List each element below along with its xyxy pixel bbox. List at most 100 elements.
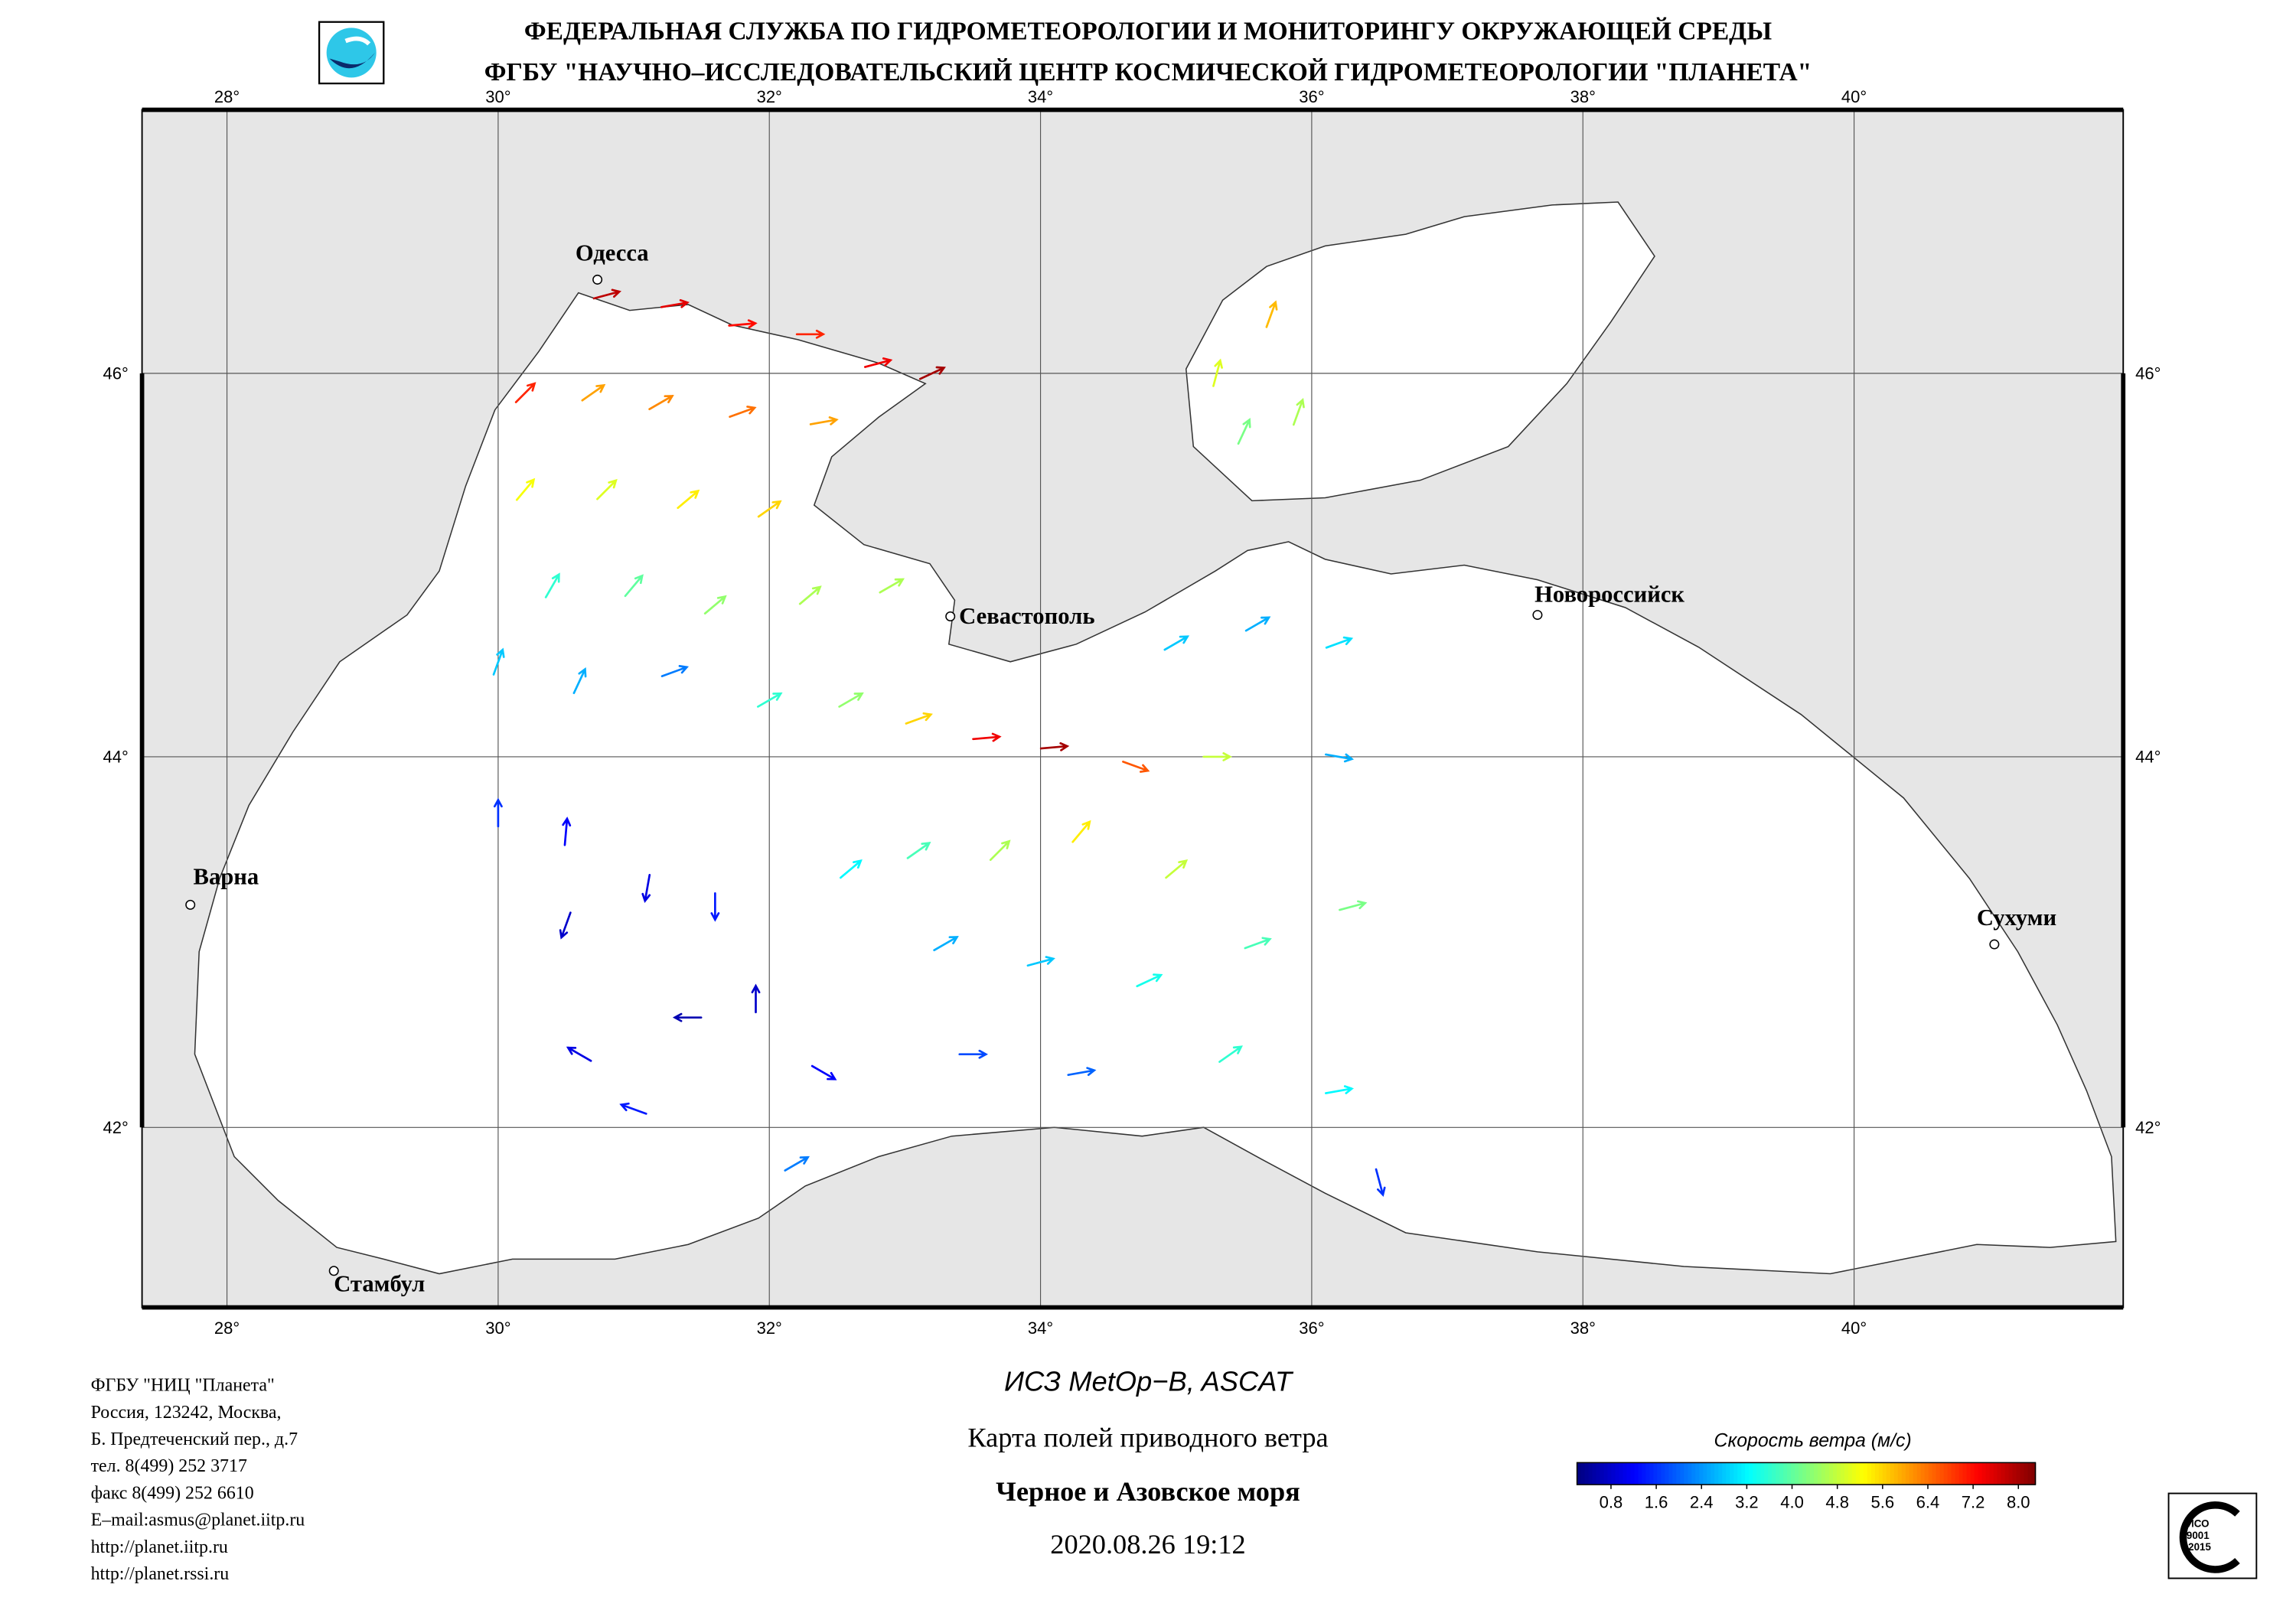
colorbar-segment	[1672, 1462, 1678, 1485]
wind-arrow	[1292, 397, 1305, 426]
colorbar-segment	[1753, 1462, 1757, 1485]
colorbar-segment	[1951, 1462, 1956, 1485]
colorbar-segment	[1726, 1462, 1730, 1485]
wind-arrow	[840, 859, 863, 879]
colorbar-segment	[1905, 1462, 1910, 1485]
colorbar-segment	[1828, 1462, 1834, 1485]
lon-tick-label: 36°	[1299, 1319, 1324, 1338]
wind-arrow	[1122, 760, 1150, 773]
city-dot	[592, 274, 603, 285]
colorbar-segment	[1928, 1462, 1933, 1485]
colorbar-segment	[1603, 1462, 1609, 1485]
colorbar-segment	[1776, 1462, 1780, 1485]
contacts: ФГБУ "НИЦ "Планета" Россия, 123242, Москв…	[91, 1376, 305, 1584]
colorbar-segment	[1707, 1462, 1712, 1485]
wind-arrow	[1325, 1085, 1355, 1094]
city-dot	[945, 611, 956, 621]
colorbar-segment	[1634, 1462, 1639, 1485]
wind-arrow	[1237, 418, 1251, 445]
city-dot	[1532, 610, 1543, 621]
colorbar-segment	[1642, 1462, 1647, 1485]
wind-arrow	[933, 936, 959, 952]
wind-arrow	[1339, 900, 1368, 911]
colorbar-segment	[2008, 1462, 2014, 1485]
colorbar-tick-label: 5.6	[1871, 1493, 1895, 1512]
wind-arrow	[784, 1156, 810, 1172]
colorbar-segment	[2031, 1462, 2037, 1485]
wind-arrow	[619, 1102, 647, 1115]
colorbar-segment	[1799, 1462, 1803, 1485]
datetime: 2020.08.26 19:12	[1050, 1529, 1245, 1560]
lon-tick-label: 38°	[1570, 1319, 1596, 1338]
wind-arrow	[660, 665, 690, 677]
lon-tick-label: 38°	[1570, 87, 1596, 106]
wind-arrow	[544, 572, 560, 598]
city-dot	[1989, 939, 2000, 950]
lon-tick-label: 34°	[1028, 1319, 1053, 1338]
graticule	[142, 109, 2124, 1308]
colorbar-segment	[1745, 1462, 1750, 1485]
colorbar-segment	[1821, 1462, 1826, 1485]
contact-line: ФГБУ "НИЦ "Планета"	[91, 1376, 275, 1396]
black-sea	[194, 292, 2117, 1275]
wind-field	[492, 288, 1386, 1197]
wind-arrow	[641, 873, 651, 903]
colorbar-segment	[1649, 1462, 1655, 1485]
colorbar-tick-label: 3.2	[1735, 1493, 1759, 1512]
colorbar-tick-label: 1.6	[1645, 1493, 1668, 1512]
city-dot	[328, 1266, 339, 1276]
wind-arrow	[596, 478, 618, 500]
contact-line: http://planet.rssi.ru	[91, 1564, 230, 1584]
colorbar-segment	[1703, 1462, 1708, 1485]
wind-arrow	[562, 817, 572, 846]
colorbar-segment	[1626, 1462, 1632, 1485]
lon-tick-label: 28°	[214, 1319, 240, 1338]
colorbar-segment	[1795, 1462, 1799, 1485]
colorbar-segment	[1722, 1462, 1727, 1485]
wind-arrow	[1163, 635, 1190, 651]
colorbar-segment	[1993, 1462, 1998, 1485]
colorbar-segment	[1711, 1462, 1716, 1485]
colorbar-segment	[1901, 1462, 1906, 1485]
colorbar-segment	[1600, 1462, 1605, 1485]
colorbar-segment	[1688, 1462, 1693, 1485]
colorbar-segment	[1810, 1462, 1815, 1485]
lon-tick-label: 32°	[757, 1319, 782, 1338]
colorbar-segment	[1863, 1462, 1868, 1485]
colorbar-segment	[1584, 1462, 1590, 1485]
colorbar-segment	[1989, 1462, 1994, 1485]
colorbar-segment	[1684, 1462, 1689, 1485]
lat-tick-label: 44°	[2135, 748, 2161, 767]
colorbar-segment	[1947, 1462, 1952, 1485]
colorbar-segment	[1676, 1462, 1681, 1485]
wind-arrow	[798, 585, 822, 605]
map: Одесса Севастополь Новороссийск Варна Сухуми…	[142, 109, 2124, 1308]
city-label: Новороссийск	[1534, 581, 1684, 607]
wind-arrow	[1202, 751, 1232, 761]
wind-arrow	[1026, 956, 1055, 967]
wind-arrow	[1325, 636, 1354, 649]
colorbar-segment	[1764, 1462, 1769, 1485]
wind-arrow	[660, 298, 690, 308]
colorbar: 0.8 1.6 2.4 3.2 4.0 4.8 5.6 6.4 7.2 8.0	[1576, 1462, 2037, 1512]
colorbar-segment	[1630, 1462, 1636, 1485]
wind-arrow	[918, 366, 946, 380]
wind-arrow	[515, 478, 536, 501]
colorbar-segment	[1874, 1462, 1880, 1485]
colorbar-segment	[1848, 1462, 1853, 1485]
contact-line: тел. 8(499) 252 3717	[91, 1456, 247, 1476]
wind-arrow	[572, 667, 587, 695]
colorbar-segment	[1596, 1462, 1601, 1485]
colorbar-segment	[1867, 1462, 1872, 1485]
wind-arrow	[1136, 973, 1163, 988]
colorbar-segment	[1580, 1462, 1586, 1485]
colorbar-title: Скорость ветра (м/с)	[1714, 1429, 1912, 1451]
wind-arrow	[728, 319, 758, 329]
city-label: Сухуми	[1977, 905, 2056, 931]
colorbar-segment	[1878, 1462, 1883, 1485]
colorbar-segment	[1897, 1462, 1903, 1485]
wind-arrow	[677, 489, 700, 510]
colorbar-segment	[1645, 1462, 1651, 1485]
